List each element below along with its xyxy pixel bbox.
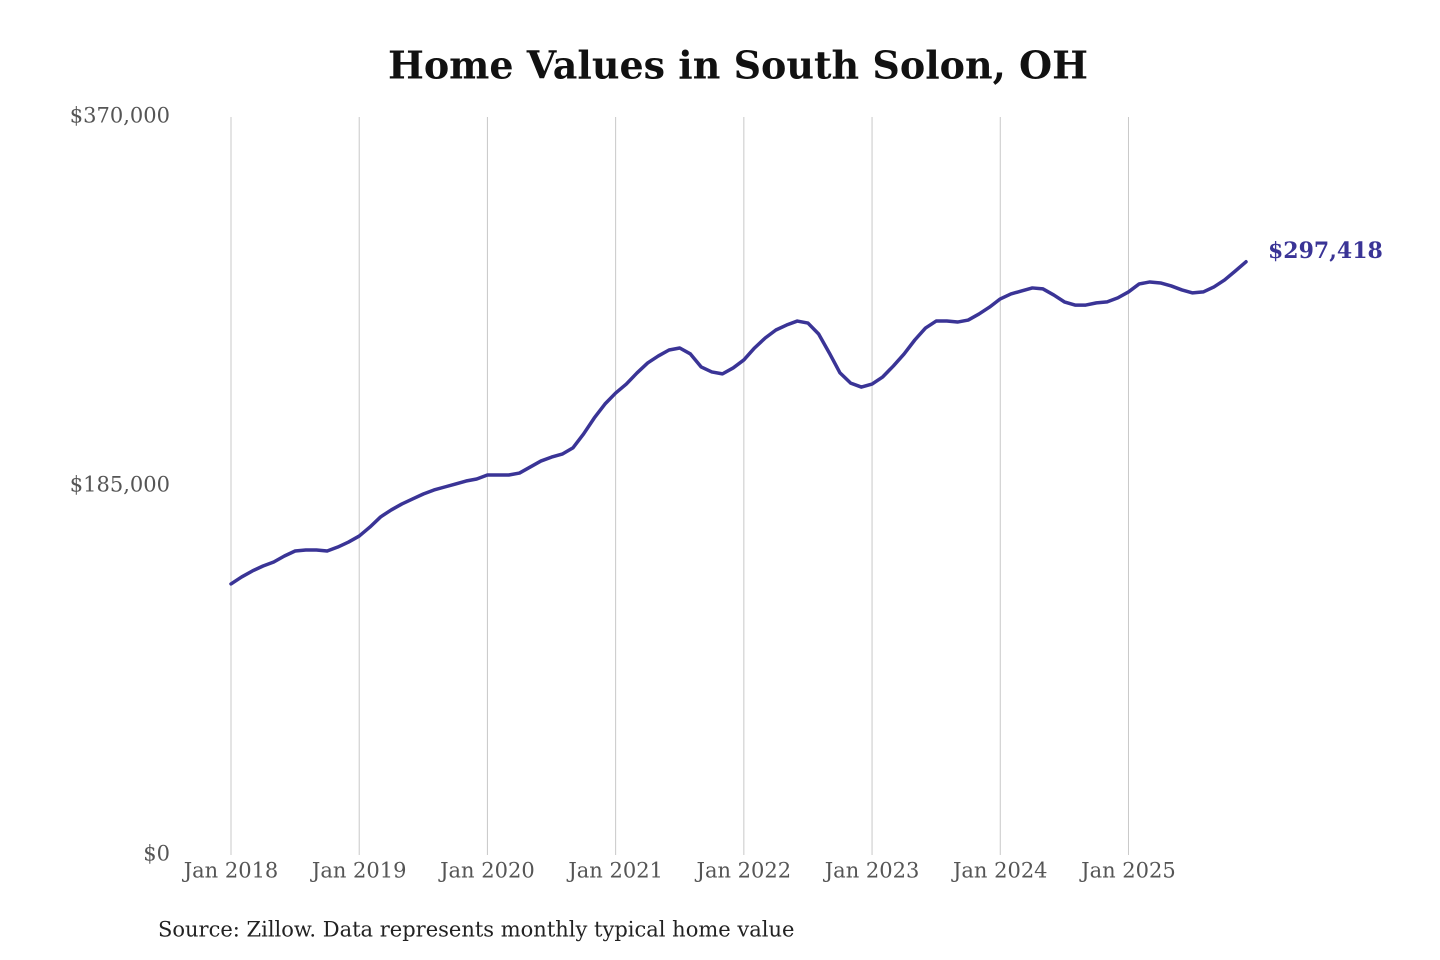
x-tick-label: Jan 2023 [823,859,920,883]
x-tick-label: Jan 2024 [951,859,1048,883]
line [229,260,1248,586]
y-tick-label: $0 [143,842,170,866]
x-tick-label: Jan 2022 [695,859,792,883]
x-tick-label: Jan 2020 [438,859,535,883]
source-note: Source: Zillow. Data represents monthly … [158,918,794,942]
x-tick-label: Jan 2025 [1079,859,1176,883]
y-tick-label: $370,000 [70,104,170,128]
x-tick-label: Jan 2019 [310,859,407,883]
x-tick-label: Jan 2021 [566,859,663,883]
y-tick-label: $185,000 [70,473,170,497]
x-tick-label: Jan 2018 [182,859,279,883]
chart-title: Home Values in South Solon, OH [388,43,1088,88]
data-label: $297,418 [1268,238,1383,264]
